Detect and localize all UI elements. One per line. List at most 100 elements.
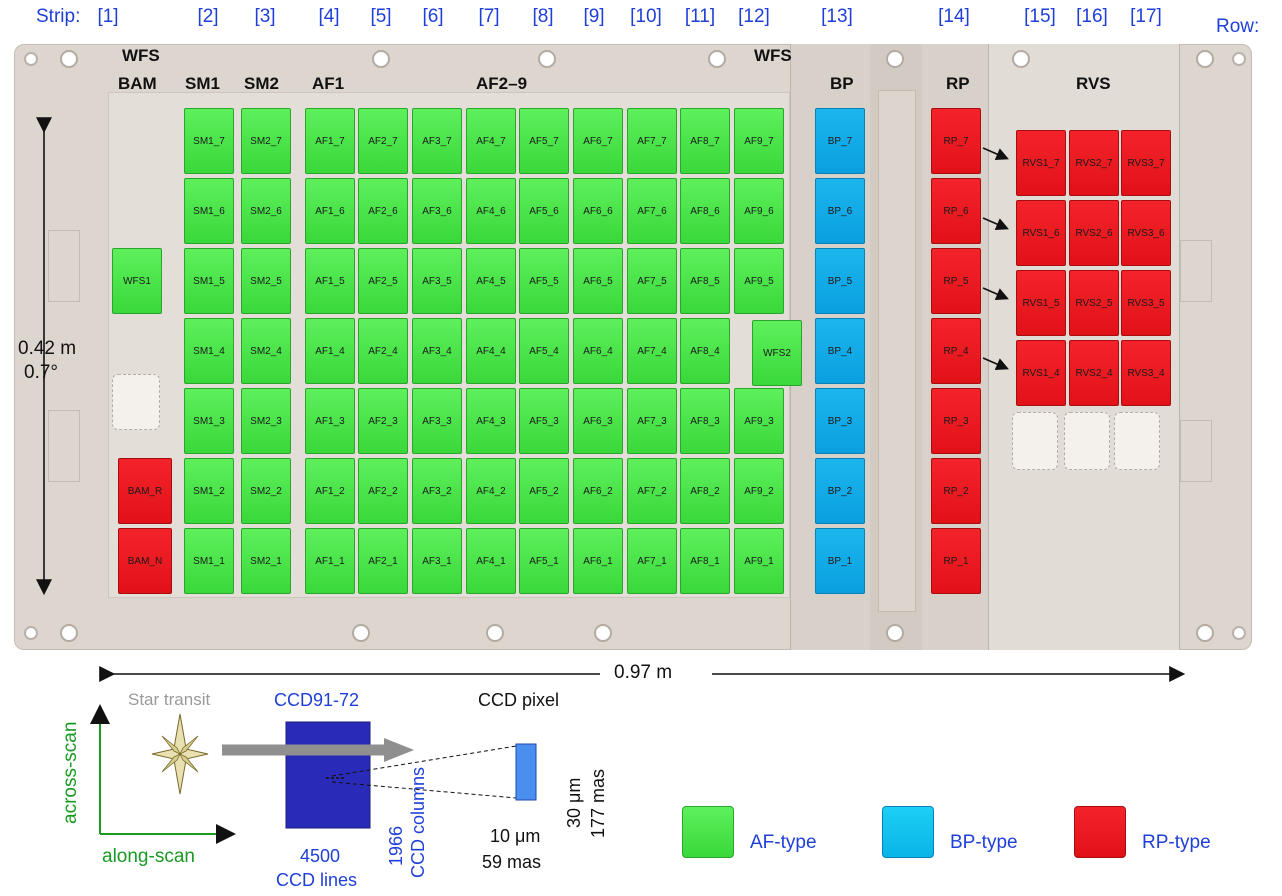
strip-number: [14]	[938, 6, 970, 27]
ccd-af8: AF8_2	[680, 458, 730, 524]
ccd-rp: RP_4	[931, 318, 981, 384]
ccd-columns-label: CCD columns	[408, 766, 428, 878]
ccd-af2: AF2_1	[358, 528, 408, 594]
mount-hole	[708, 50, 726, 68]
ccd-af6: AF6_6	[573, 178, 623, 244]
ccd-bp: BP_4	[815, 318, 865, 384]
ccd-af4: AF4_2	[466, 458, 516, 524]
ccd-columns-count: 1966	[386, 825, 406, 866]
ccd-af1: AF1_4	[305, 318, 355, 384]
ccd-af1: AF1_5	[305, 248, 355, 314]
mount-hole	[352, 624, 370, 642]
ccd-af3: AF3_7	[412, 108, 462, 174]
mount-hole	[1232, 626, 1246, 640]
legend-label-rp: RP-type	[1142, 832, 1211, 853]
ccd-af5: AF5_6	[519, 178, 569, 244]
ccd-rvs1: RVS1_4	[1016, 340, 1066, 406]
ccd-rp: RP_5	[931, 248, 981, 314]
ccd-af1: AF1_7	[305, 108, 355, 174]
ccd-sm2: SM2_7	[241, 108, 291, 174]
ccd-bp: BP_3	[815, 388, 865, 454]
ccd-rvs3: RVS3_6	[1121, 200, 1171, 266]
ccd-rvs2: RVS2_4	[1069, 340, 1119, 406]
ccd-sm2: SM2_1	[241, 528, 291, 594]
mount-hole	[1196, 624, 1214, 642]
ccd-af4: AF4_3	[466, 388, 516, 454]
ccd-sm2: SM2_6	[241, 178, 291, 244]
across-scan-label: across-scan	[60, 721, 81, 824]
ccd-af7: AF7_5	[627, 248, 677, 314]
ccd-af3: AF3_4	[412, 318, 462, 384]
ccd-sm1: SM1_3	[184, 388, 234, 454]
mount-hole	[486, 624, 504, 642]
ccd-bp: BP_1	[815, 528, 865, 594]
ccd-af4: AF4_7	[466, 108, 516, 174]
strip-number: [3]	[254, 6, 276, 27]
ccd-wfs2: WFS2	[752, 320, 802, 386]
arrow-rp7-rvs7	[982, 147, 1009, 161]
ccd-bp: BP_2	[815, 458, 865, 524]
mount-hole	[372, 50, 390, 68]
ccd-af1: AF1_1	[305, 528, 355, 594]
ccd-sm1: SM1_2	[184, 458, 234, 524]
ccd-bp: BP_6	[815, 178, 865, 244]
strip-number: [5]	[370, 6, 392, 27]
ccd-af5: AF5_3	[519, 388, 569, 454]
ccd-af3: AF3_2	[412, 458, 462, 524]
ccd-sm2: SM2_3	[241, 388, 291, 454]
strip-number: [13]	[821, 6, 853, 27]
ccd-af6: AF6_5	[573, 248, 623, 314]
mount-hole	[24, 626, 38, 640]
ccd-sm1: SM1_7	[184, 108, 234, 174]
ccd-pixel-rect	[515, 743, 537, 801]
plate-tab-right-lower	[1180, 420, 1212, 482]
strip-number: [9]	[583, 6, 605, 27]
group-label-af2-9: AF2–9	[476, 74, 528, 93]
group-label-rvs: RVS	[1076, 74, 1111, 93]
ccd-af5: AF5_7	[519, 108, 569, 174]
row-label: Row:	[1216, 16, 1260, 37]
strip-number: [12]	[738, 6, 770, 27]
ccd-af4: AF4_5	[466, 248, 516, 314]
ccd-rp: RP_7	[931, 108, 981, 174]
ccd-bam-n: BAM_N	[118, 528, 172, 594]
ccd-rp: RP_1	[931, 528, 981, 594]
mount-hole	[538, 50, 556, 68]
ccd-columns-label-wrap: 1966 CCD columns	[374, 718, 434, 878]
group-label-bp: BP	[830, 74, 854, 93]
ccd-af8: AF8_1	[680, 528, 730, 594]
transit-arrow-head	[384, 738, 414, 762]
ccd-af2: AF2_4	[358, 318, 408, 384]
strip-number: [2]	[197, 6, 219, 27]
ccd-af8: AF8_6	[680, 178, 730, 244]
ccd-af5: AF5_4	[519, 318, 569, 384]
strip-number: [7]	[478, 6, 500, 27]
ccd-rvs1: RVS1_7	[1016, 130, 1066, 196]
ccd-af6: AF6_4	[573, 318, 623, 384]
mount-hole	[1012, 50, 1030, 68]
ccd-af5: AF5_5	[519, 248, 569, 314]
ccd-rvs3: RVS3_4	[1121, 340, 1171, 406]
ccd-sm2: SM2_5	[241, 248, 291, 314]
group-label-wfs-right: WFS	[754, 46, 792, 65]
ccd-af4: AF4_1	[466, 528, 516, 594]
ccd-bp: BP_5	[815, 248, 865, 314]
group-label-sm2: SM2	[244, 74, 279, 93]
ccd-lines-label: CCD lines	[276, 870, 358, 890]
legend-label-bp: BP-type	[950, 832, 1018, 853]
group-label-af1: AF1	[312, 74, 345, 93]
ccd-bam-r: BAM_R	[118, 458, 172, 524]
ccd-bp: BP_7	[815, 108, 865, 174]
ccd-rp: RP_3	[931, 388, 981, 454]
strip-number: [16]	[1076, 6, 1108, 27]
rvs-cutout	[1064, 412, 1110, 470]
mount-hole	[60, 50, 78, 68]
arrow-rp4-rvs4	[982, 357, 1009, 371]
height-label-deg: 0.7°	[24, 362, 59, 383]
ccd-af1: AF1_3	[305, 388, 355, 454]
ccd-rvs1: RVS1_5	[1016, 270, 1066, 336]
ccd-af7: AF7_2	[627, 458, 677, 524]
ccd-af9: AF9_6	[734, 178, 784, 244]
